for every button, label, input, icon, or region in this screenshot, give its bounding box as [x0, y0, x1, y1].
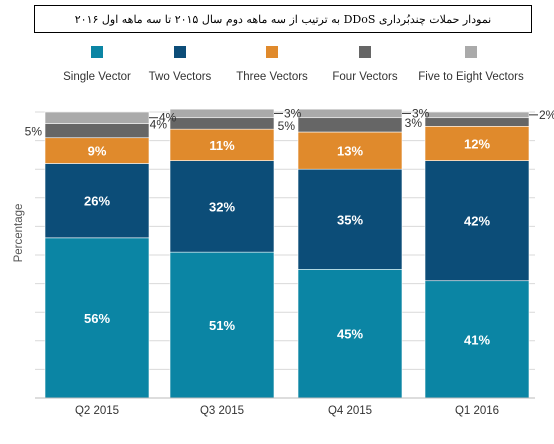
bar-segment [424, 280, 530, 399]
side-value-label: 5% [25, 125, 43, 139]
bar-segment [44, 237, 150, 399]
segment-value-label: 26% [84, 194, 110, 209]
bar-segment [424, 117, 530, 127]
legend-swatch [174, 46, 186, 58]
legend-swatch [359, 46, 371, 58]
bar-segment [44, 123, 150, 139]
segment-value-label: 11% [209, 138, 235, 153]
x-tick-label: Q2 2015 [75, 405, 119, 417]
y-axis-label: Percentage [13, 204, 25, 263]
legend-swatch [91, 46, 103, 58]
legend-label: Four Vectors [332, 71, 397, 83]
segment-value-label: 42% [464, 214, 490, 229]
side-value-label: 3% [284, 106, 302, 120]
bar-segment [169, 160, 275, 253]
bar-segment [297, 108, 403, 119]
bars [44, 108, 530, 399]
side-value-label: 4% [159, 111, 177, 125]
side-value-label: 2% [539, 108, 554, 122]
bar-segment [424, 111, 530, 119]
side-value-label: 3% [412, 106, 430, 120]
segment-value-label: 32% [209, 199, 235, 214]
side-value-label: 3% [405, 116, 423, 130]
legend-swatch [465, 46, 477, 58]
bar-segment [169, 251, 275, 399]
segment-value-label: 51% [209, 318, 235, 333]
bar-segment [169, 108, 275, 119]
legend-label: Single Vector [63, 71, 131, 83]
bar-segment [297, 168, 403, 270]
legend-label: Five to Eight Vectors [418, 71, 524, 83]
bar-segment [44, 137, 150, 164]
bar-segment [297, 268, 403, 399]
chart-title-box: نمودار حملات چندبُرداری DDoS به ترتیب از… [34, 5, 532, 33]
bar-segment [169, 117, 275, 130]
segment-value-label: 13% [337, 144, 363, 159]
x-axis: Q2 2015 Q3 2015 Q4 2015 Q1 2016 [35, 397, 535, 417]
legend-swatch [266, 46, 278, 58]
segment-value-label: 56% [84, 311, 110, 326]
bar-segment [424, 126, 530, 161]
bar-segment [169, 128, 275, 161]
bar-segment [44, 111, 150, 124]
bar-segment [297, 131, 403, 170]
legend-label: Three Vectors [236, 71, 308, 83]
legend-label: Two Vectors [149, 71, 212, 83]
segment-value-label: 12% [464, 136, 490, 151]
bar-segment [297, 117, 403, 133]
segment-value-label: 35% [337, 212, 363, 227]
chart-title: نمودار حملات چندبُرداری DDoS به ترتیب از… [74, 12, 492, 26]
x-tick-label: Q1 2016 [455, 405, 499, 417]
segment-value-label: 41% [464, 332, 490, 347]
segment-value-label: 45% [337, 327, 363, 342]
side-value-label: 4% [150, 117, 168, 131]
bar-segment [424, 160, 530, 282]
segment-value-label: 9% [88, 144, 107, 159]
side-value-label: 5% [278, 119, 296, 133]
x-tick-label: Q4 2015 [328, 405, 372, 417]
legend: Single Vector Two Vectors Three Vectors Fou… [63, 46, 524, 83]
data-labels: 56%26%9%5%4%51%32%11%4%3%45%35%13%5%3%41… [25, 106, 554, 347]
x-tick-label: Q3 2015 [200, 405, 244, 417]
